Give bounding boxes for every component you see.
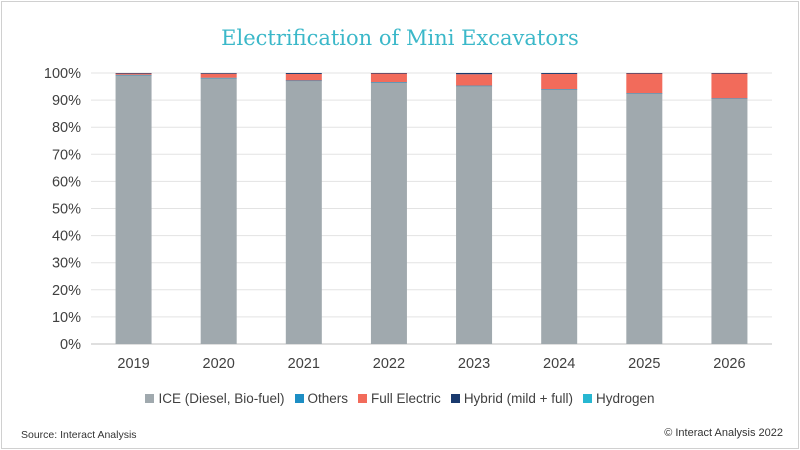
bar-segment bbox=[541, 89, 578, 90]
bar-segment bbox=[541, 89, 578, 344]
x-tick-label: 2019 bbox=[117, 356, 149, 372]
y-tick-label: 50% bbox=[52, 202, 81, 218]
legend-item: Hydrogen bbox=[582, 391, 655, 406]
x-tick-label: 2026 bbox=[713, 356, 745, 372]
x-tick-label: 2025 bbox=[628, 356, 660, 372]
legend-swatch bbox=[582, 394, 592, 403]
bar-segment bbox=[370, 82, 407, 83]
chart-legend: ICE (Diesel, Bio-fuel) Others Full Electri… bbox=[2, 391, 798, 406]
bar-segment bbox=[626, 73, 663, 74]
bar-segment bbox=[456, 73, 493, 75]
bar-segment bbox=[115, 74, 152, 344]
y-tick-label: 90% bbox=[52, 93, 81, 109]
bar-segment bbox=[200, 77, 237, 345]
legend-swatch bbox=[294, 394, 304, 403]
y-tick-label: 70% bbox=[52, 147, 81, 163]
y-tick-label: 60% bbox=[52, 174, 81, 190]
bar-segment bbox=[285, 80, 322, 82]
bar-segment bbox=[626, 73, 663, 94]
bar-segment bbox=[626, 93, 663, 344]
y-tick-label: 20% bbox=[52, 283, 81, 299]
legend-label: Hybrid (mild + full) bbox=[463, 391, 573, 406]
x-tick-label: 2022 bbox=[373, 356, 405, 372]
bar-segment bbox=[541, 73, 578, 74]
bar-segment bbox=[370, 82, 407, 345]
chart-title: Electrification of Mini Excavators bbox=[221, 26, 579, 50]
legend-label: Hydrogen bbox=[595, 391, 655, 406]
legend-swatch bbox=[358, 394, 368, 403]
bar-segment bbox=[456, 85, 493, 344]
bar-segment bbox=[200, 73, 237, 74]
source-note: Source: Interact Analysis bbox=[21, 429, 137, 441]
bar-segment bbox=[711, 73, 748, 74]
legend-swatch bbox=[145, 394, 155, 403]
bar-segment bbox=[285, 73, 322, 74]
legend-item: ICE (Diesel, Bio-fuel) bbox=[145, 391, 285, 406]
bar-segment bbox=[711, 98, 748, 99]
y-tick-label: 80% bbox=[52, 120, 81, 136]
x-tick-label: 2023 bbox=[458, 356, 490, 372]
bar-segment bbox=[456, 85, 493, 87]
bar-segment bbox=[626, 93, 663, 94]
x-tick-label: 2020 bbox=[203, 356, 235, 372]
bar-segment bbox=[456, 74, 493, 86]
bar-segment bbox=[370, 73, 407, 83]
bar-segment bbox=[285, 73, 322, 81]
y-tick-label: 100% bbox=[44, 66, 81, 82]
copyright-note: © Interact Analysis 2022 bbox=[664, 427, 783, 439]
y-tick-label: 30% bbox=[52, 256, 81, 272]
y-tick-label: 40% bbox=[52, 229, 81, 245]
bar-segment bbox=[115, 73, 152, 75]
legend-label: Full Electric bbox=[371, 391, 441, 406]
legend-item: Others bbox=[294, 391, 349, 406]
legend-label: ICE (Diesel, Bio-fuel) bbox=[158, 391, 285, 406]
bar-segment bbox=[285, 80, 322, 344]
y-tick-label: 0% bbox=[60, 337, 81, 353]
bar-segment bbox=[541, 73, 578, 90]
legend-item: Hybrid (mild + full) bbox=[450, 391, 573, 406]
bar-segment bbox=[200, 77, 237, 79]
bar-segment bbox=[711, 73, 748, 99]
chart-plot: 0% 10% 20% 30% 40% 50% 60% 70% 80% 90% 100% 2019 202… bbox=[44, 66, 772, 372]
x-tick-label: 2021 bbox=[288, 356, 320, 372]
y-tick-label: 10% bbox=[52, 310, 81, 326]
bar-segment bbox=[115, 73, 152, 74]
bar-segment bbox=[711, 98, 748, 344]
bar-segment bbox=[115, 74, 152, 76]
bar-segment bbox=[200, 73, 237, 78]
x-tick-label: 2024 bbox=[543, 356, 575, 372]
legend-swatch bbox=[450, 394, 460, 403]
bar-segment bbox=[370, 73, 407, 74]
legend-label: Others bbox=[307, 391, 349, 406]
legend-item: Full Electric bbox=[358, 391, 441, 406]
